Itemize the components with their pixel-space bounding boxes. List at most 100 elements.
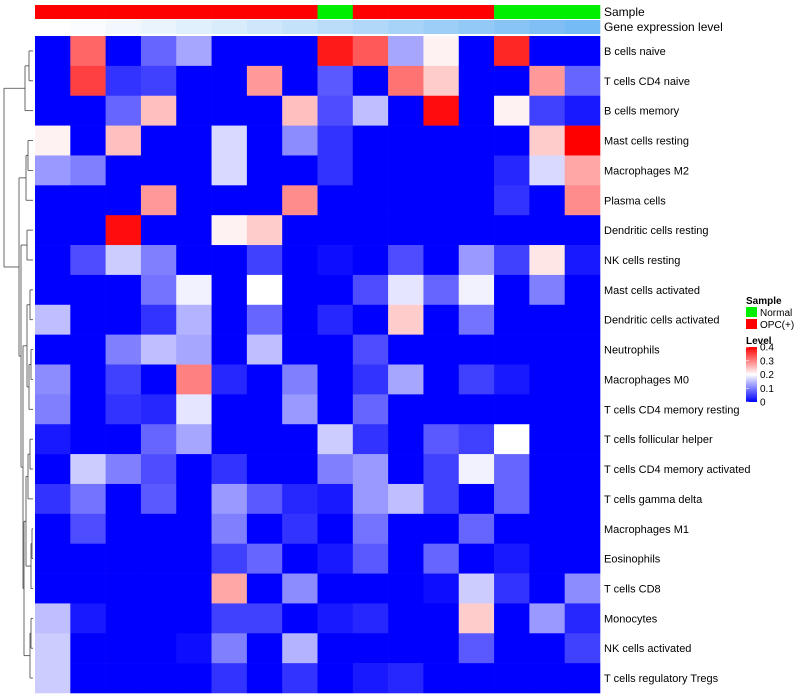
heatmap-cell: [246, 543, 283, 574]
heatmap-cell: [70, 245, 106, 276]
heatmap-cell: [494, 364, 530, 395]
heatmap-cell: [458, 633, 495, 664]
row-label: Plasma cells: [604, 195, 666, 207]
heatmap-cell: [35, 483, 71, 515]
heatmap-cell: [529, 125, 565, 156]
heatmap-cell: [246, 633, 283, 664]
heatmap-cell: [352, 155, 389, 186]
heatmap-cell: [458, 125, 495, 156]
heatmap-cell: [246, 185, 283, 216]
heatmap-cell: [176, 334, 212, 365]
heatmap-cell: [388, 424, 424, 455]
heatmap-cell: [140, 424, 177, 455]
heatmap-cell: [388, 513, 424, 544]
heatmap-cell: [176, 304, 212, 335]
heatmap-cell: [35, 424, 71, 455]
heatmap-cell: [494, 483, 530, 515]
legend: Sample Normal OPC(+) Level 0.4 0.3 0.2 0.1 0: [746, 296, 794, 409]
heatmap-cell: [423, 185, 460, 216]
legend-tick-label: 0.2: [760, 370, 774, 381]
annotation-1-cell-6: [246, 20, 283, 34]
heatmap-cell: [35, 274, 71, 306]
heatmap-cell: [458, 245, 495, 276]
heatmap-cell: [317, 454, 354, 485]
annotation-0-cell-5: [211, 5, 248, 19]
heatmap-cell: [352, 633, 389, 664]
heatmap-cell: [494, 513, 530, 544]
heatmap-cell: [494, 125, 530, 156]
heatmap-cell: [70, 663, 106, 694]
annotation-1-cell-12: [458, 20, 495, 34]
heatmap-cell: [140, 394, 177, 425]
annotation-1-cell-9: [352, 20, 389, 34]
heatmap-cell: [140, 245, 177, 276]
heatmap-cell: [317, 185, 354, 216]
heatmap-cell: [140, 513, 177, 544]
heatmap-cell: [105, 65, 142, 97]
heatmap-cell: [246, 155, 283, 186]
heatmap-cell: [176, 364, 212, 395]
heatmap-cell: [529, 483, 565, 515]
heatmap-cell: [423, 95, 460, 126]
heatmap-cell: [564, 513, 601, 544]
annotation-0-cell-11: [423, 5, 460, 19]
row-label: Macrophages M1: [604, 524, 689, 536]
heatmap-cell: [352, 304, 389, 335]
heatmap-cell: [35, 185, 71, 216]
heatmap-cell: [282, 364, 318, 395]
row-label: T cells gamma delta: [604, 494, 703, 506]
heatmap-cell: [105, 245, 142, 276]
annotation-1-cell-2: [105, 20, 142, 34]
heatmap-cell: [105, 36, 142, 67]
heatmap-cell: [176, 36, 212, 67]
annotation-1-cell-0: [35, 20, 71, 34]
heatmap-cell: [105, 215, 142, 246]
heatmap-cell: [458, 364, 495, 395]
heatmap-cell: [176, 394, 212, 425]
heatmap-cell: [70, 424, 106, 455]
heatmap-cell: [458, 513, 495, 544]
heatmap-cell: [282, 633, 318, 664]
heatmap-cell: [282, 394, 318, 425]
heatmap-cell: [494, 394, 530, 425]
heatmap-cell: [458, 95, 495, 126]
row-label: Neutrophils: [604, 345, 660, 357]
heatmap-cell: [564, 603, 601, 634]
heatmap-cell: [529, 394, 565, 425]
annotation-1-cell-1: [70, 20, 106, 34]
heatmap-cell: [529, 245, 565, 276]
heatmap-cell: [140, 603, 177, 634]
heatmap-cell: [140, 155, 177, 186]
heatmap-cell: [282, 95, 318, 126]
legend-swatch-opc: [746, 319, 757, 329]
heatmap-cell: [211, 483, 248, 515]
heatmap-cell: [282, 573, 318, 604]
heatmap-cell: [35, 364, 71, 395]
legend-tick-label: 0: [760, 398, 766, 409]
heatmap-cell: [176, 245, 212, 276]
heatmap-cell: [423, 394, 460, 425]
heatmap-cell: [35, 125, 71, 156]
heatmap-cell: [317, 215, 354, 246]
heatmap-cell: [211, 95, 248, 126]
heatmap-cell: [176, 125, 212, 156]
heatmap-cell: [458, 394, 495, 425]
heatmap-cell: [246, 454, 283, 485]
heatmap-cell: [35, 155, 71, 186]
heatmap-cell: [176, 543, 212, 574]
heatmap-cell: [458, 155, 495, 186]
heatmap-cell: [282, 274, 318, 306]
heatmap-cell: [564, 394, 601, 425]
heatmap-cell: [423, 274, 460, 306]
heatmap-cell: [529, 513, 565, 544]
row-label: T cells regulatory Tregs: [604, 673, 719, 685]
heatmap-cell: [494, 663, 530, 694]
heatmap-cell: [211, 185, 248, 216]
heatmap-cell: [317, 424, 354, 455]
heatmap-cell: [317, 245, 354, 276]
heatmap-cell: [423, 633, 460, 664]
heatmap-cell: [70, 36, 106, 67]
heatmap-cell: [35, 394, 71, 425]
heatmap-cell: [529, 36, 565, 67]
heatmap-cell: [352, 513, 389, 544]
